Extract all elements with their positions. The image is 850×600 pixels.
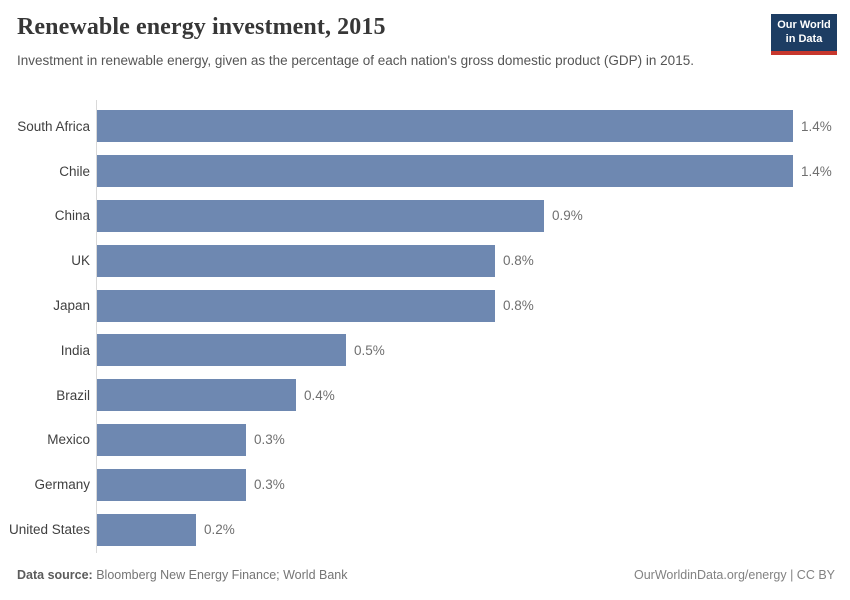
bar-row: UK 0.8%	[0, 238, 850, 283]
value-label: 0.3%	[254, 432, 285, 448]
bar-row: Japan 0.8%	[0, 283, 850, 328]
bar-united-states	[97, 513, 196, 546]
category-label: Brazil	[56, 387, 90, 403]
bar-row: China 0.9%	[0, 194, 850, 239]
data-source-text: Bloomberg New Energy Finance; World Bank	[92, 568, 348, 582]
owid-logo-line2: in Data	[785, 32, 823, 45]
bar-row: United States 0.2%	[0, 507, 850, 552]
y-axis-line	[96, 100, 97, 553]
bar-india	[97, 334, 346, 367]
value-label: 1.4%	[801, 118, 832, 134]
owid-logo-line1: Our World	[777, 19, 831, 31]
bar-chile	[97, 155, 793, 188]
bar-track: 1.4%	[97, 149, 850, 194]
category-label: Japan	[53, 298, 90, 314]
value-label: 0.8%	[503, 253, 534, 269]
bar-japan	[97, 289, 495, 322]
chart-title: Renewable energy investment, 2015	[17, 14, 386, 40]
category-label: Germany	[34, 477, 90, 493]
data-source: Data source: Bloomberg New Energy Financ…	[17, 568, 347, 582]
chart-footer: Data source: Bloomberg New Energy Financ…	[17, 568, 835, 582]
value-label: 0.9%	[552, 208, 583, 224]
bar-row: Chile 1.4%	[0, 149, 850, 194]
owid-logo: Our World in Data	[771, 14, 837, 55]
bar-track: 0.3%	[97, 418, 850, 463]
bar-track: 1.4%	[97, 104, 850, 149]
value-label: 0.4%	[304, 387, 335, 403]
bar-row: Brazil 0.4%	[0, 373, 850, 418]
bar-track: 0.4%	[97, 373, 850, 418]
category-label: Mexico	[47, 432, 90, 448]
category-label: India	[60, 342, 90, 358]
bar-row: South Africa 1.4%	[0, 104, 850, 149]
bar-track: 0.5%	[97, 328, 850, 373]
bar-china	[97, 199, 544, 232]
category-label: United States	[8, 522, 90, 538]
value-label: 0.2%	[204, 522, 235, 538]
credit-link[interactable]: OurWorldinData.org/energy | CC BY	[633, 568, 835, 582]
bar-row: India 0.5%	[0, 328, 850, 373]
category-label: China	[54, 208, 90, 224]
bar-row: Mexico 0.3%	[0, 418, 850, 463]
value-label: 0.8%	[503, 298, 534, 314]
bar-track: 0.3%	[97, 462, 850, 507]
category-label: UK	[71, 253, 90, 269]
bar-brazil	[97, 379, 296, 412]
bar-mexico	[97, 423, 246, 456]
data-source-label: Data source:	[17, 568, 93, 582]
bar-track: 0.2%	[97, 507, 850, 552]
value-label: 0.3%	[254, 477, 285, 493]
bar-south-africa	[97, 110, 793, 143]
header-titles: Renewable energy investment, 2015 Invest…	[17, 14, 694, 70]
bar-uk	[97, 244, 495, 277]
chart-subtitle: Investment in renewable energy, given as…	[17, 52, 694, 68]
value-label: 0.5%	[354, 342, 385, 358]
chart-header: Renewable energy investment, 2015 Invest…	[17, 14, 837, 70]
value-label: 1.4%	[801, 163, 832, 179]
category-label: Chile	[59, 163, 90, 179]
category-label: South Africa	[17, 118, 90, 134]
bar-germany	[97, 468, 246, 501]
bar-track: 0.8%	[97, 238, 850, 283]
bar-track: 0.8%	[97, 283, 850, 328]
bar-track: 0.9%	[97, 194, 850, 239]
bar-chart: South Africa 1.4% Chile 1.4% China 0.9% UK 0.8%…	[0, 100, 850, 553]
bar-row: Germany 0.3%	[0, 462, 850, 507]
